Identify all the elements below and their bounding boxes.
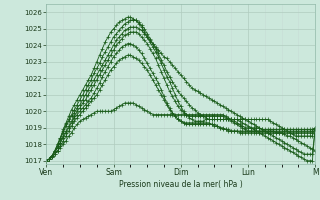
X-axis label: Pression niveau de la mer( hPa ): Pression niveau de la mer( hPa ) [119, 180, 243, 189]
